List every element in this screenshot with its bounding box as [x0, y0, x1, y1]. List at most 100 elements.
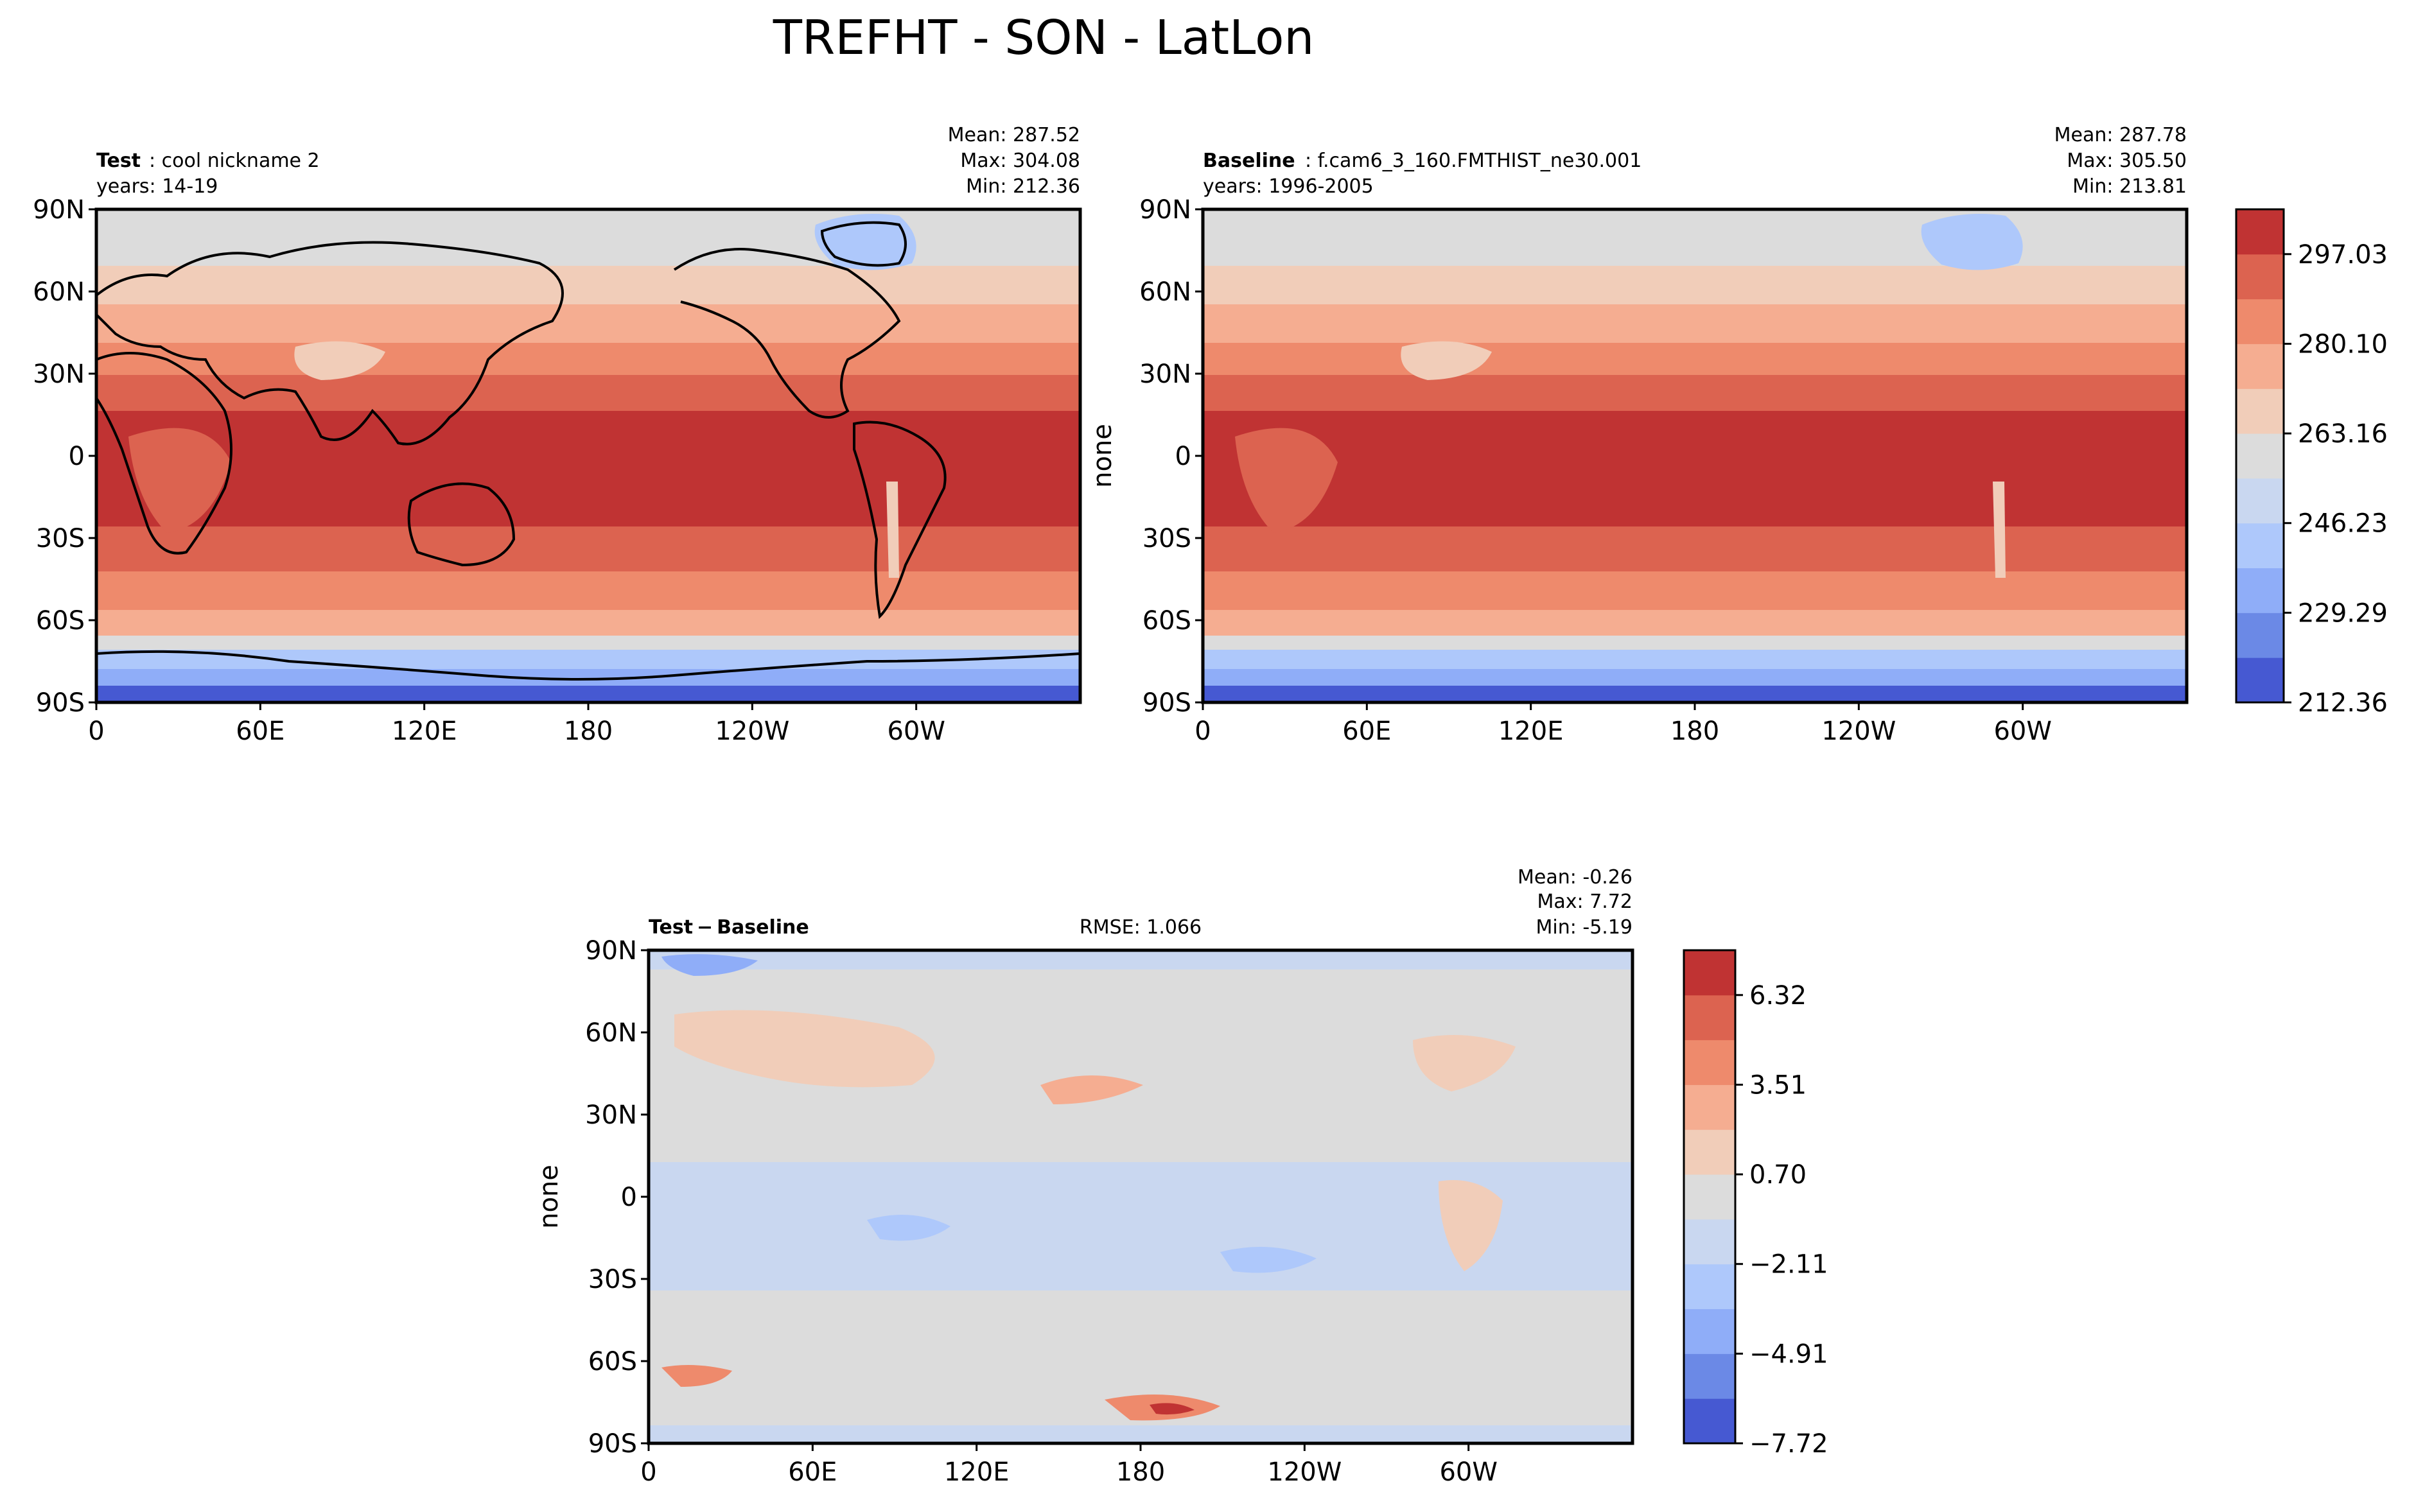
ytick-label: 30S: [588, 1265, 637, 1294]
xtick-label: 120W: [1267, 1457, 1342, 1487]
panel-baseline: 90N 60N 30N 0 30S 60S 90S 0 60E 120E 180 120W 60W n…: [1088, 124, 2189, 746]
diff-band-arctic: [649, 950, 1633, 969]
colorbar-tick-label: 212.36: [2298, 688, 2388, 718]
xtick-label: 60E: [236, 717, 284, 746]
ytick-label: 60N: [585, 1018, 637, 1048]
colorbar-segment: [1684, 1084, 1735, 1130]
test-band-antarctic-1: [96, 650, 1080, 669]
baseline-stat-mean: Mean: 287.78: [2054, 124, 2187, 146]
baseline-band-s60: [1203, 636, 2187, 650]
baseline-band-s40: [1203, 571, 2187, 610]
difference-heatmap: [649, 950, 1633, 1443]
test-yticks: 90N 60N 30N 0 30S 60S 90S: [33, 195, 96, 718]
xtick-label: 60W: [887, 717, 945, 746]
difference-label-bold: Test − Baseline: [649, 916, 809, 939]
baseline-band-ocean-cold-north: [1203, 209, 2187, 266]
test-stat-min: Min: 212.36: [966, 175, 1080, 198]
colorbar-segment: [2236, 299, 2284, 344]
baseline-stat-min: Min: 213.81: [2072, 175, 2187, 198]
baseline-xticks: 0 60E 120E 180 120W 60W: [1195, 702, 2052, 746]
colorbar-segment: [1684, 1039, 1735, 1085]
colorbar-segment: [1684, 1174, 1735, 1220]
colorbar-tick-label: −4.91: [1749, 1339, 1828, 1369]
test-greenland-cold: [814, 214, 916, 270]
diff-ross-hotspot-core: [1150, 1403, 1195, 1415]
xtick-label: 120E: [944, 1457, 1010, 1487]
test-band-antarctic-2: [96, 669, 1080, 686]
diff-arctic-cold-spot: [661, 954, 758, 976]
test-stat-max: Max: 304.08: [960, 150, 1080, 172]
test-band-s20: [96, 526, 1080, 571]
ytick-label: 90S: [1142, 688, 1191, 718]
xtick-label: 60E: [788, 1457, 837, 1487]
colorbar-segment: [2236, 433, 2284, 479]
baseline-tibet-cool: [1401, 341, 1492, 380]
baseline-band-n40: [1203, 343, 2187, 375]
baseline-ylabel: none: [1088, 424, 1117, 488]
test-band-s50: [96, 610, 1080, 636]
colorbar-segment: [2236, 657, 2284, 703]
test-coast-greenland: [820, 221, 907, 267]
test-band-n40: [96, 343, 1080, 375]
xtick-label: 60E: [1342, 717, 1391, 746]
baseline-label-rest: : f.cam6_3_160.FMTHIST_ne30.001: [1305, 150, 1641, 172]
test-years: years: 14-19: [96, 175, 218, 198]
colorbar-tick-label: 0.70: [1749, 1160, 1807, 1190]
test-band-antarctic-3: [96, 686, 1080, 702]
baseline-greenland-cold: [1921, 214, 2023, 270]
baseline-years: years: 1996-2005: [1203, 175, 1374, 198]
ytick-label: 60S: [36, 606, 85, 636]
xtick-label: 120W: [1821, 717, 1896, 746]
colorbar-segment: [1684, 1219, 1735, 1265]
colorbar-tick-label: 263.16: [2298, 419, 2388, 449]
colorbar-segment: [2236, 568, 2284, 613]
colorbar-segment: [2236, 254, 2284, 300]
colorbar-segment: [1684, 1264, 1735, 1310]
baseline-band-antarctic-3: [1203, 686, 2187, 702]
colorbar-tick-label: 229.29: [2298, 598, 2388, 628]
colorbar-top: 212.36 229.29 246.23 263.16 280.10 297.03: [2235, 208, 2388, 718]
ytick-label: 90S: [36, 688, 85, 718]
baseline-label-bold: Baseline: [1203, 150, 1295, 172]
colorbar-segment: [2236, 343, 2284, 389]
difference-xticks: 0 60E 120E 180 120W 60W: [640, 1443, 1498, 1487]
colorbar-segment: [1684, 1353, 1735, 1399]
difference-stat-min: Min: -5.19: [1536, 916, 1633, 939]
diff-pacific-warm-streak: [1040, 1075, 1143, 1104]
test-coast-africa: [96, 352, 232, 555]
diff-ocean-cool-patch-2: [1220, 1247, 1317, 1273]
baseline-band-n30: [1203, 375, 2187, 411]
diff-sa-warm: [1439, 1180, 1503, 1271]
baseline-andes-cool: [1993, 482, 2006, 578]
test-band-n50: [96, 304, 1080, 343]
ytick-label: 30N: [33, 360, 85, 389]
ytick-label: 90N: [585, 936, 637, 966]
xtick-label: 120E: [392, 717, 457, 746]
colorbar-tick-label: 280.10: [2298, 329, 2388, 359]
difference-yticks: 90N 60N 30N 0 30S 60S 90S: [585, 936, 649, 1459]
baseline-band-n50: [1203, 304, 2187, 343]
test-band-n30: [96, 375, 1080, 411]
colorbar-frame: [2235, 208, 2285, 704]
panel-difference: 90N 60N 30N 0 30S 60S 90S 0 60E 120E 180 120W 60W n…: [534, 866, 1634, 1487]
colorbar-segment: [2236, 209, 2284, 255]
colorbar-bottom: −7.72 −4.91 −2.11 0.70 3.51 6.32: [1683, 949, 1828, 1459]
diff-ocean-cool-patch-1: [867, 1215, 950, 1241]
xtick-label: 0: [640, 1457, 656, 1487]
panel-test: 90N 60N 30N 0 30S 60S 90S 0 60E 120E 180 120W 60W T…: [33, 124, 1082, 746]
baseline-band-antarctic-1: [1203, 650, 2187, 669]
ytick-label: 90N: [33, 195, 85, 225]
baseline-heatmap: [1203, 209, 2187, 702]
test-band-s40: [96, 571, 1080, 610]
test-coast-south-america: [853, 421, 947, 620]
ytick-label: 60N: [33, 277, 85, 307]
colorbar-segment: [2236, 523, 2284, 569]
diff-na-warm: [1413, 1035, 1516, 1091]
ytick-label: 60S: [1142, 606, 1191, 636]
baseline-stat-max: Max: 305.50: [2067, 150, 2187, 172]
baseline-band-n60: [1203, 266, 2187, 304]
diff-eurasia-warm: [674, 1010, 935, 1088]
test-tibet-cool: [294, 341, 385, 380]
ytick-label: 30N: [585, 1100, 637, 1130]
